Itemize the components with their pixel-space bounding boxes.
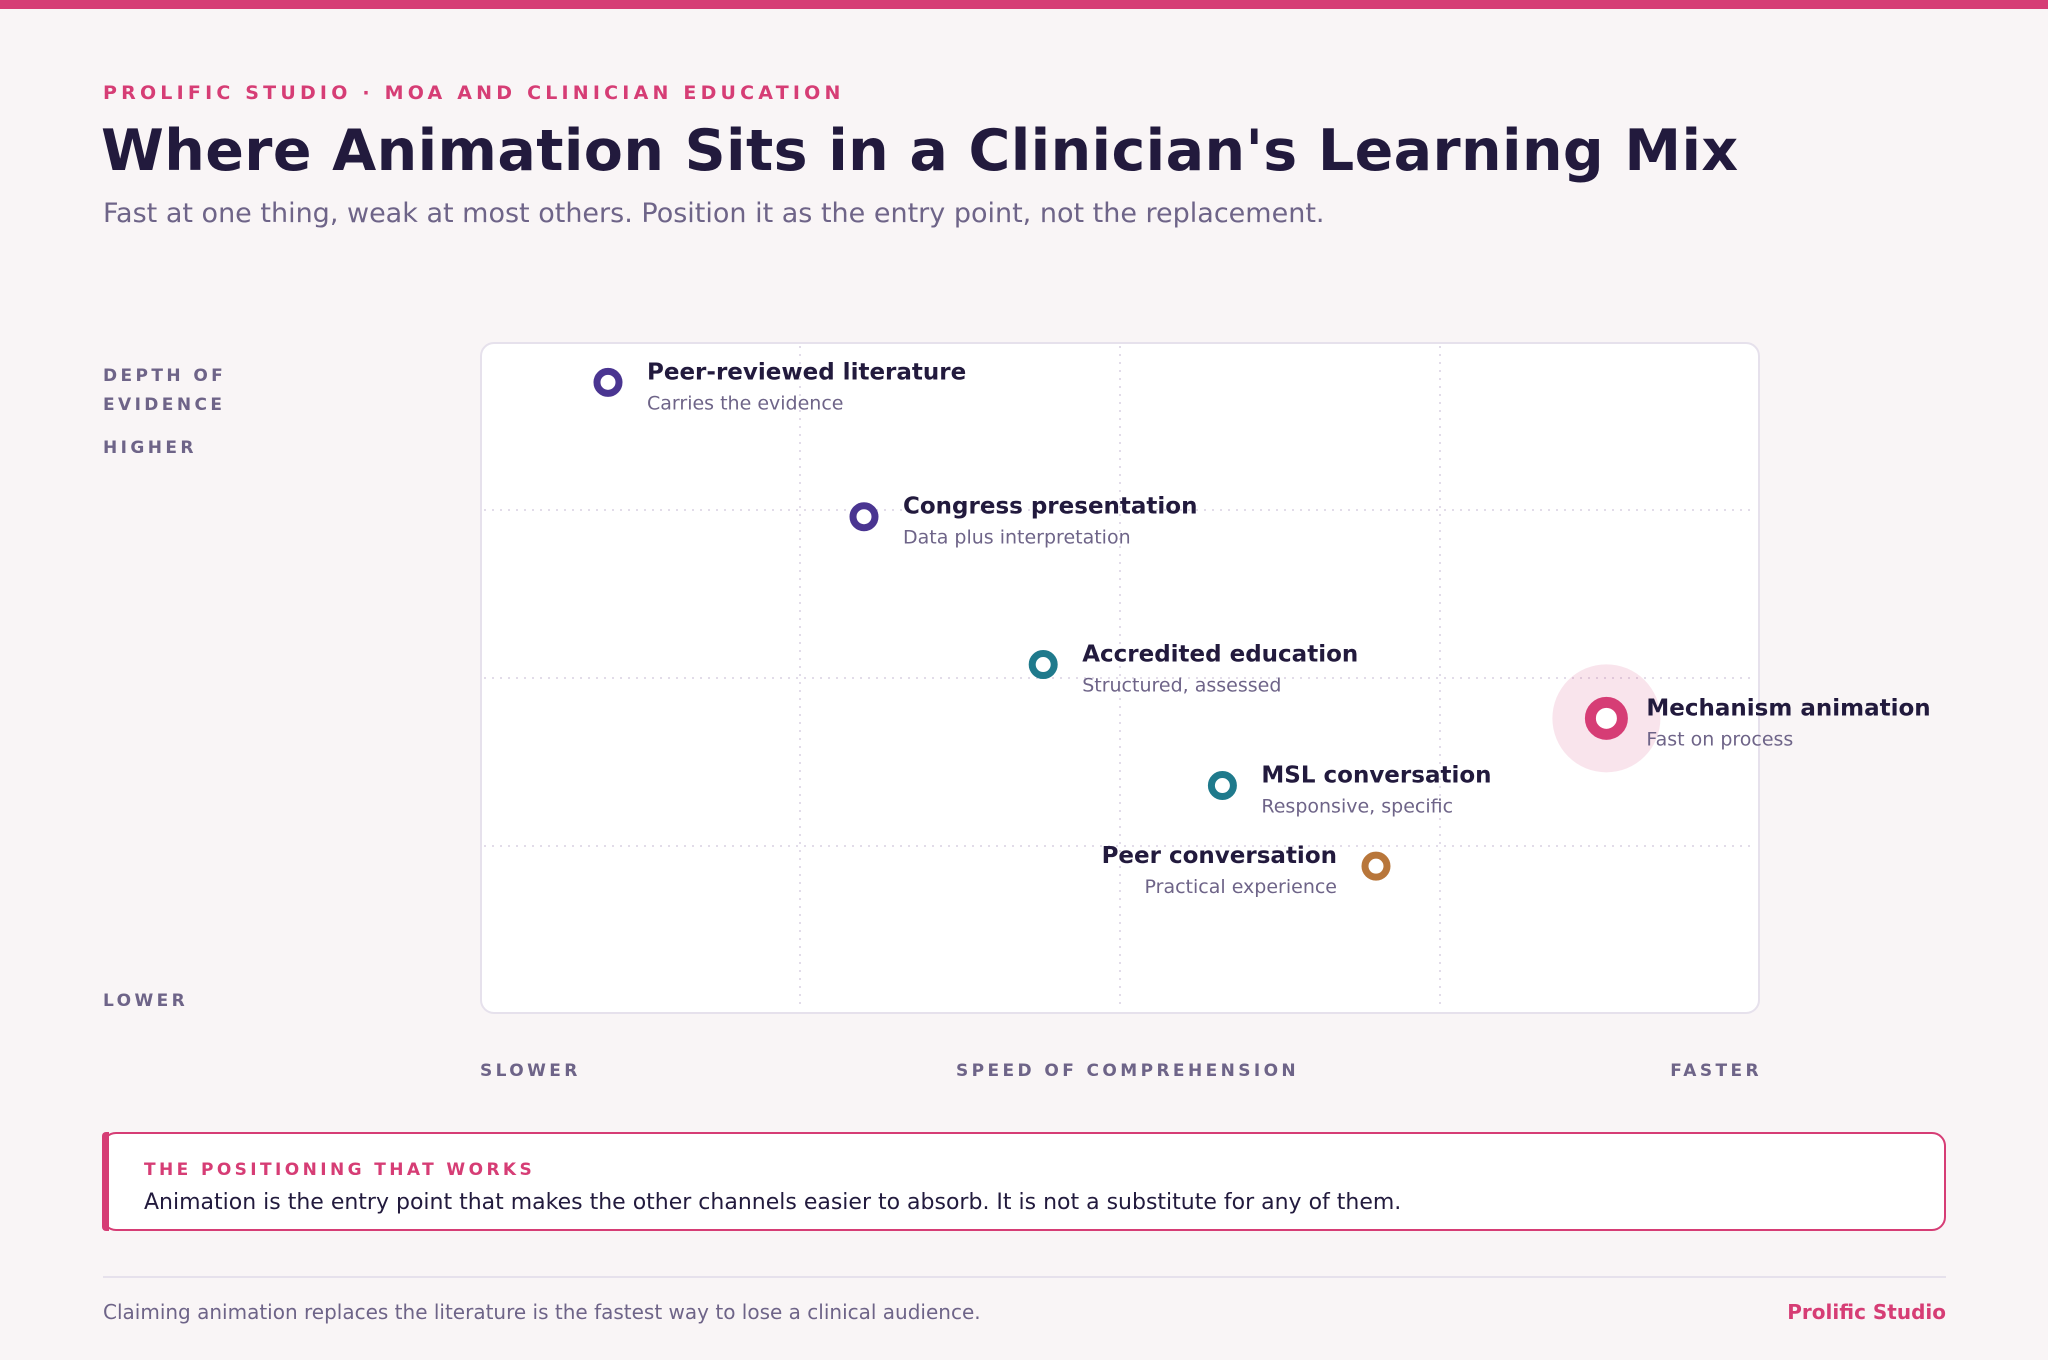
callout-accent-bar xyxy=(102,1132,109,1231)
mechanism-animation-label: Mechanism animation xyxy=(1646,695,1930,721)
congress-presentation-sublabel: Data plus interpretation xyxy=(903,527,1131,549)
top-accent-bar xyxy=(0,0,2048,9)
page-title: Where Animation Sits in a Clinician's Le… xyxy=(101,118,1739,184)
msl-conversation-sublabel: Responsive, specific xyxy=(1261,796,1453,818)
positioning-callout xyxy=(102,1132,1946,1231)
callout-heading: THE POSITIONING THAT WORKS xyxy=(144,1160,536,1180)
x-axis-title: SPEED OF COMPREHENSION xyxy=(956,1061,1300,1081)
peer-reviewed-literature-marker xyxy=(593,367,623,397)
mechanism-animation-marker xyxy=(1584,696,1628,740)
peer-conversation-label: Peer conversation xyxy=(1102,843,1337,869)
y-axis-low-label: LOWER xyxy=(103,991,189,1011)
accredited-education-sublabel: Structured, assessed xyxy=(1082,675,1281,697)
peer-reviewed-literature-sublabel: Carries the evidence xyxy=(647,392,843,414)
callout-body: Animation is the entry point that makes … xyxy=(144,1190,1402,1215)
footer-note: Claiming animation replaces the literatu… xyxy=(103,1300,981,1324)
peer-reviewed-literature-label: Peer-reviewed literature xyxy=(647,359,966,385)
footer-brand: Prolific Studio xyxy=(1787,1300,1946,1324)
msl-conversation-label: MSL conversation xyxy=(1261,763,1491,789)
congress-presentation-label: Congress presentation xyxy=(903,494,1198,520)
peer-conversation-sublabel: Practical experience xyxy=(1145,876,1337,898)
mechanism-animation-sublabel: Fast on process xyxy=(1646,728,1793,750)
peer-conversation-marker xyxy=(1361,851,1391,881)
x-axis-high-label: FASTER xyxy=(1670,1061,1762,1081)
x-axis-low-label: SLOWER xyxy=(480,1061,581,1081)
y-axis-title: DEPTH OF EVIDENCE xyxy=(103,366,227,415)
msl-conversation-marker xyxy=(1207,771,1237,801)
scatter-plot: Peer-reviewed literature Carries the evid… xyxy=(484,346,1931,1010)
eyebrow-label: PROLIFIC STUDIO · MOA AND CLINICIAN EDUC… xyxy=(103,82,845,104)
accredited-education-label: Accredited education xyxy=(1082,642,1358,668)
footer-divider xyxy=(103,1276,1946,1278)
accredited-education-marker xyxy=(1028,650,1058,680)
congress-presentation-marker xyxy=(849,502,879,532)
page-subtitle: Fast at one thing, weak at most others. … xyxy=(103,198,1325,229)
y-axis-high-label: HIGHER xyxy=(103,438,197,458)
